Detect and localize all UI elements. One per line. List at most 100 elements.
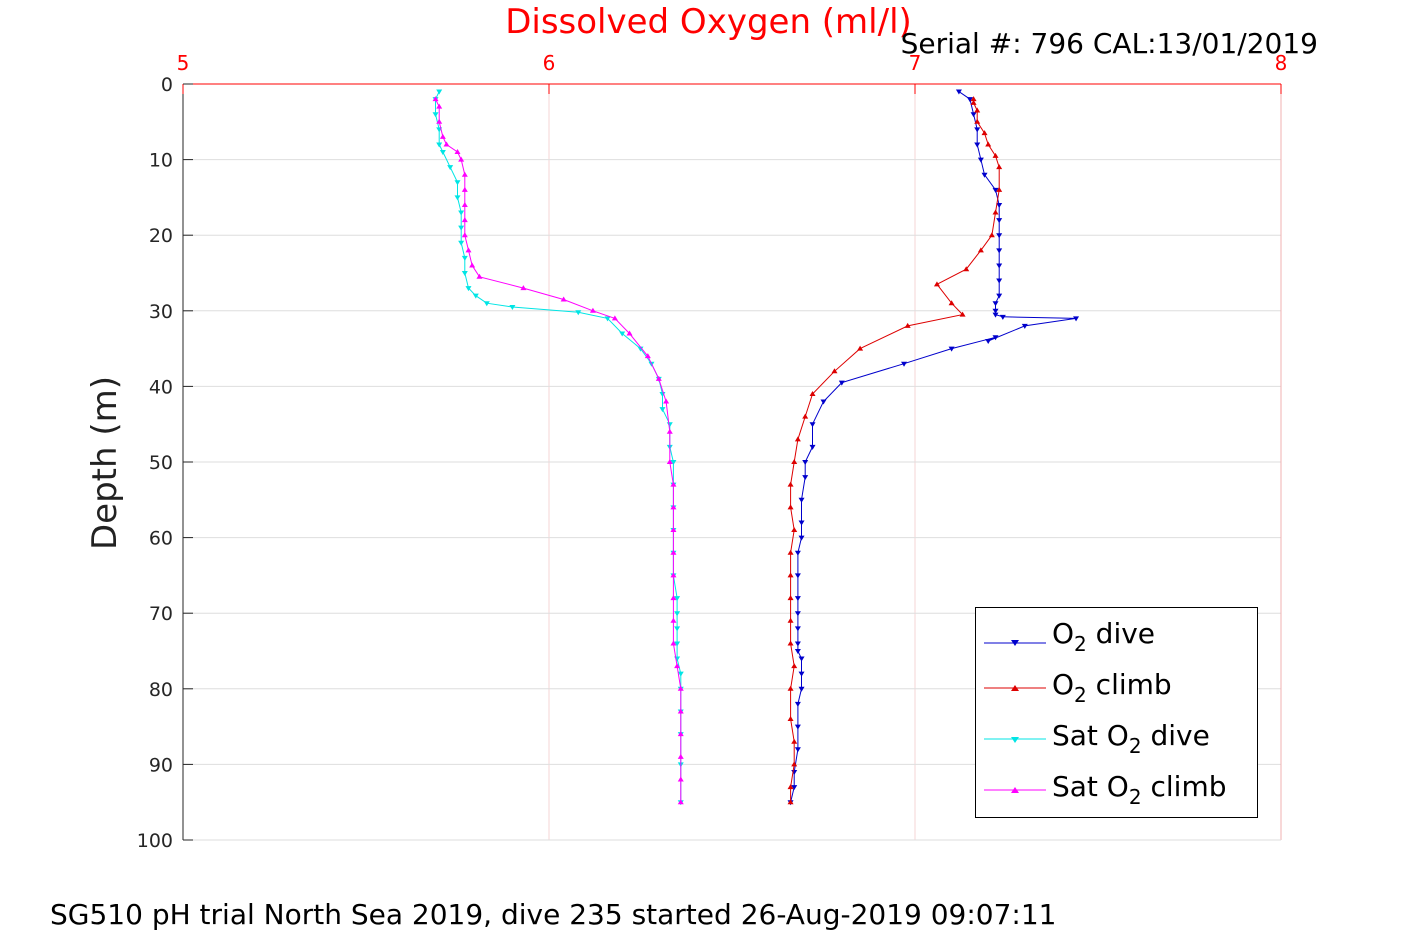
data-point bbox=[970, 112, 977, 118]
data-point bbox=[955, 89, 962, 95]
y-tick-label: 90 bbox=[149, 754, 173, 776]
data-point bbox=[666, 459, 673, 464]
data-point bbox=[809, 422, 816, 428]
data-point bbox=[794, 550, 801, 556]
legend-label-sat-o2-climb: Sat O2 climb bbox=[1052, 770, 1227, 809]
data-point bbox=[619, 331, 626, 337]
data-point bbox=[589, 307, 596, 313]
data-point bbox=[996, 218, 1003, 224]
data-point bbox=[798, 656, 805, 662]
data-point bbox=[472, 293, 479, 299]
data-point bbox=[794, 596, 801, 602]
data-point bbox=[996, 248, 1003, 254]
legend-item-sat-o2-climb: Sat O2 climb bbox=[976, 766, 1259, 809]
legend-label-o2-dive: O2 dive bbox=[1052, 617, 1156, 656]
data-point bbox=[458, 156, 465, 162]
data-point bbox=[791, 527, 798, 533]
data-point bbox=[575, 310, 582, 316]
data-point bbox=[996, 186, 1003, 192]
data-point bbox=[904, 322, 911, 328]
data-point bbox=[857, 345, 864, 351]
data-point bbox=[439, 150, 446, 156]
data-point bbox=[787, 595, 794, 601]
data-point bbox=[999, 314, 1006, 320]
data-point bbox=[458, 225, 465, 231]
data-point bbox=[476, 273, 483, 279]
legend: O2 dive O2 climb Sat O2 dive Sat O2 clim… bbox=[975, 607, 1258, 818]
data-point bbox=[996, 164, 1003, 170]
data-point bbox=[461, 232, 468, 238]
series-o2-climb bbox=[787, 96, 1003, 805]
y-tick-label: 0 bbox=[161, 74, 173, 96]
data-point bbox=[791, 769, 798, 775]
data-point bbox=[970, 96, 977, 102]
data-point bbox=[787, 617, 794, 623]
data-point bbox=[670, 640, 677, 646]
data-point bbox=[791, 663, 798, 669]
legend-swatch-sat-o2-dive bbox=[984, 737, 1046, 743]
y-tick-label: 70 bbox=[149, 603, 173, 625]
data-point bbox=[787, 784, 794, 790]
series-sat-o2-climb bbox=[432, 96, 684, 805]
data-point bbox=[659, 391, 666, 397]
data-point bbox=[948, 346, 955, 352]
data-point bbox=[820, 399, 827, 405]
data-point bbox=[604, 316, 611, 322]
data-point bbox=[666, 428, 673, 434]
data-point bbox=[992, 152, 999, 158]
data-point bbox=[809, 444, 816, 450]
data-point bbox=[454, 195, 461, 201]
data-point bbox=[981, 130, 988, 136]
data-point bbox=[1021, 323, 1028, 329]
data-point bbox=[436, 142, 443, 148]
y-tick-label: 40 bbox=[149, 376, 173, 398]
data-point bbox=[959, 311, 966, 317]
data-point bbox=[670, 549, 677, 555]
data-point bbox=[791, 459, 798, 464]
series-sat-o2-dive bbox=[432, 89, 684, 806]
data-point bbox=[626, 330, 633, 336]
data-point bbox=[677, 731, 684, 737]
legend-item-o2-dive: O2 dive bbox=[976, 613, 1259, 656]
data-point bbox=[787, 685, 794, 691]
data-point bbox=[974, 142, 981, 148]
data-point bbox=[461, 217, 468, 223]
data-point bbox=[977, 247, 984, 253]
data-point bbox=[454, 149, 461, 155]
data-point bbox=[794, 611, 801, 617]
y-tick-label: 80 bbox=[149, 679, 173, 701]
data-point bbox=[974, 118, 981, 124]
data-point bbox=[659, 407, 666, 413]
series-line bbox=[435, 91, 682, 803]
data-point bbox=[677, 685, 684, 691]
data-point bbox=[677, 671, 684, 677]
data-point bbox=[670, 460, 677, 465]
data-point bbox=[996, 293, 1003, 299]
y-tick-label: 50 bbox=[149, 452, 173, 474]
data-point bbox=[674, 611, 681, 617]
data-point bbox=[992, 209, 999, 215]
data-point bbox=[981, 172, 988, 178]
chart-title: Dissolved Oxygen (ml/l) bbox=[505, 2, 912, 42]
data-point bbox=[985, 141, 992, 147]
data-point bbox=[787, 572, 794, 578]
x-tick-label: 8 bbox=[1275, 51, 1288, 75]
data-point bbox=[787, 799, 794, 805]
data-point bbox=[670, 572, 677, 578]
series-layer bbox=[432, 89, 1080, 806]
serial-label: Serial #: 796 CAL:13/01/2019 bbox=[900, 27, 1318, 60]
data-point bbox=[794, 641, 801, 647]
data-point bbox=[996, 278, 1003, 284]
data-point bbox=[794, 747, 801, 753]
data-point bbox=[966, 97, 973, 103]
data-point bbox=[670, 504, 677, 510]
data-point bbox=[432, 96, 439, 102]
data-point bbox=[974, 107, 981, 113]
data-point bbox=[798, 671, 805, 677]
data-point bbox=[992, 301, 999, 307]
data-point bbox=[461, 255, 468, 261]
data-point bbox=[996, 202, 1003, 208]
legend-item-o2-climb: O2 climb bbox=[976, 664, 1259, 705]
